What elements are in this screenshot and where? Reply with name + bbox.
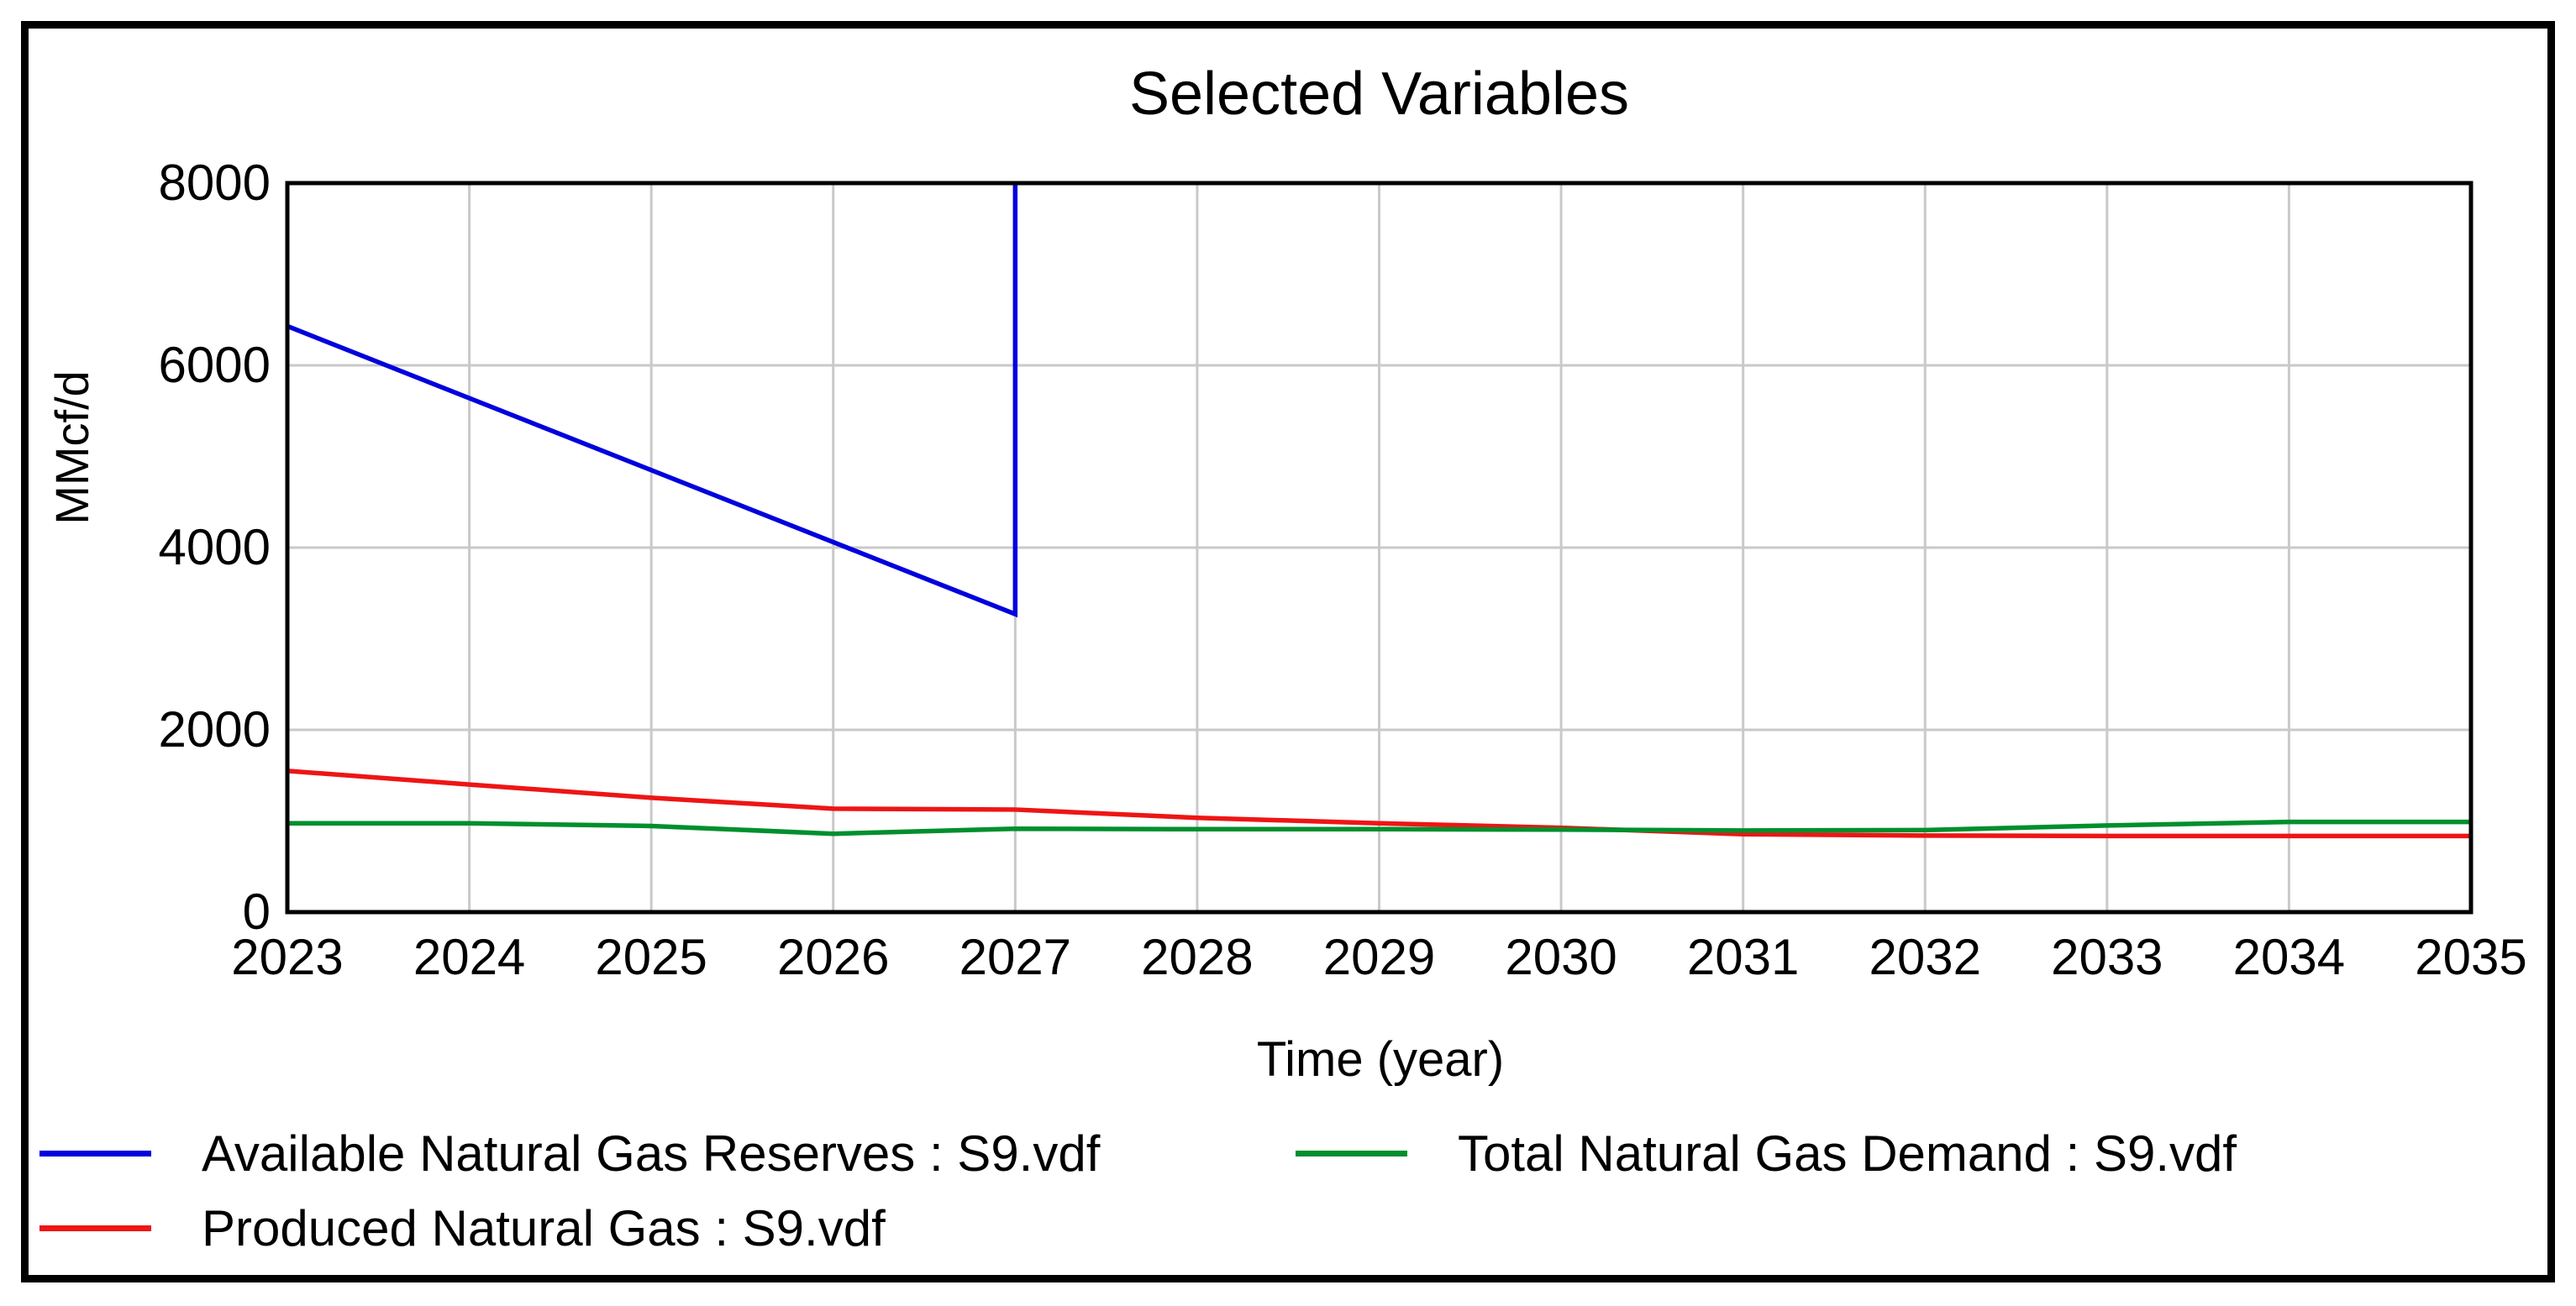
x-tick-label: 2029 [1322, 929, 1436, 985]
x-tick-label: 2035 [2415, 929, 2527, 985]
legend-item-produced-natural-gas: Produced Natural Gas : S9.vdf [39, 1198, 886, 1257]
x-tick-label: 2034 [2232, 929, 2346, 985]
y-tick-label: 2000 [158, 701, 271, 758]
legend-item-total-natural-gas-demand: Total Natural Gas Demand : S9.vdf [1296, 1124, 2237, 1183]
x-axis-label: Time (year) [1256, 1032, 1505, 1087]
chart-title: Selected Variables [1128, 60, 1630, 128]
x-tick-label: 2023 [231, 929, 344, 985]
x-tick-label: 2032 [1869, 929, 1981, 985]
series-line-available-natural-gas-reserves [286, 183, 1018, 618]
x-tick-label: 2026 [777, 929, 890, 985]
plot-border [285, 181, 2473, 915]
x-tick-label: 2027 [959, 929, 1072, 985]
x-tick-label: 2028 [1141, 929, 1254, 985]
x-tick-label: 2033 [2051, 929, 2163, 985]
x-tick-label: 2025 [595, 929, 707, 985]
y-tick-label: 8000 [158, 155, 271, 211]
y-axis-label: MMcf/d [45, 370, 98, 525]
legend-label: Total Natural Gas Demand : S9.vdf [1458, 1125, 2237, 1182]
legend-item-available-natural-gas-reserves: Available Natural Gas Reserves : S9.vdf [39, 1124, 1100, 1183]
series-line-produced-natural-gas [287, 768, 2471, 839]
legend-line-total-natural-gas-demand [1296, 1150, 1407, 1157]
x-tick-label: 2031 [1686, 929, 1800, 985]
legend-line-available-natural-gas-reserves [39, 1150, 151, 1157]
x-tick-label: 2024 [413, 929, 526, 985]
y-tick-label: 0 [242, 884, 271, 940]
x-tick-label: 2030 [1505, 929, 1617, 985]
legend-label: Available Natural Gas Reserves : S9.vdf [202, 1125, 1101, 1182]
window-border [21, 21, 2555, 1282]
y-tick-label: 4000 [158, 519, 271, 575]
legend-line-produced-natural-gas [39, 1225, 151, 1231]
series-line-total-natural-gas-demand [287, 819, 2471, 837]
y-tick-label: 6000 [158, 337, 271, 393]
legend-label: Produced Natural Gas : S9.vdf [202, 1199, 886, 1256]
